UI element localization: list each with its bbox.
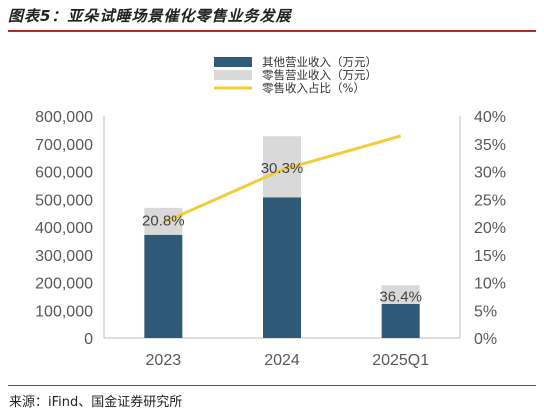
- legend-label-retail: 零售营业收入（万元）: [262, 68, 377, 82]
- y2-tick-label: 15%: [474, 248, 506, 265]
- title-rule: [8, 30, 536, 32]
- legend-swatch-other: [214, 57, 252, 67]
- y2-tick-label: 35%: [474, 137, 506, 154]
- y2-tick-label: 0%: [474, 331, 497, 348]
- data-label: 30.3%: [261, 160, 304, 177]
- y-tick-label: 600,000: [35, 165, 93, 182]
- y-tick-label: 700,000: [35, 137, 93, 154]
- y-tick-label: 500,000: [35, 192, 93, 209]
- y2-tick-label: 10%: [474, 276, 506, 293]
- y2-tick-label: 20%: [474, 220, 506, 237]
- bar-retail-2025Q1: [381, 285, 420, 304]
- y2-tick-label: 30%: [474, 165, 506, 182]
- y-tick-label: 800,000: [35, 109, 93, 126]
- y-tick-label: 200,000: [35, 276, 93, 293]
- y-tick-label: 100,000: [35, 303, 93, 320]
- x-tick-label: 2024: [264, 352, 300, 369]
- y2-tick-label: 40%: [474, 109, 506, 126]
- x-tick-label: 2023: [146, 352, 182, 369]
- y-tick-label: 400,000: [35, 220, 93, 237]
- bar-other-2023: [144, 234, 183, 338]
- y2-tick-label: 25%: [474, 192, 506, 209]
- data-label: 36.4%: [379, 288, 422, 305]
- y2-tick-label: 5%: [474, 303, 497, 320]
- legend-swatch-retail: [214, 70, 252, 80]
- y-tick-label: 0: [84, 331, 93, 348]
- footer-rule: [8, 385, 536, 386]
- x-tick-label: 2025Q1: [372, 352, 429, 369]
- legend-label-share: 零售收入占比（%）: [262, 81, 365, 95]
- data-label: 20.8%: [142, 213, 185, 230]
- bar-other-2025Q1: [381, 303, 420, 338]
- legend-label-other: 其他营业收入（万元）: [262, 55, 377, 69]
- figure-title: 图表5：亚朵试睡场景催化零售业务发展: [8, 7, 292, 25]
- y-tick-label: 300,000: [35, 248, 93, 265]
- bar-other-2024: [263, 197, 301, 338]
- source-note: 来源：iFind、国金证券研究所: [9, 395, 183, 410]
